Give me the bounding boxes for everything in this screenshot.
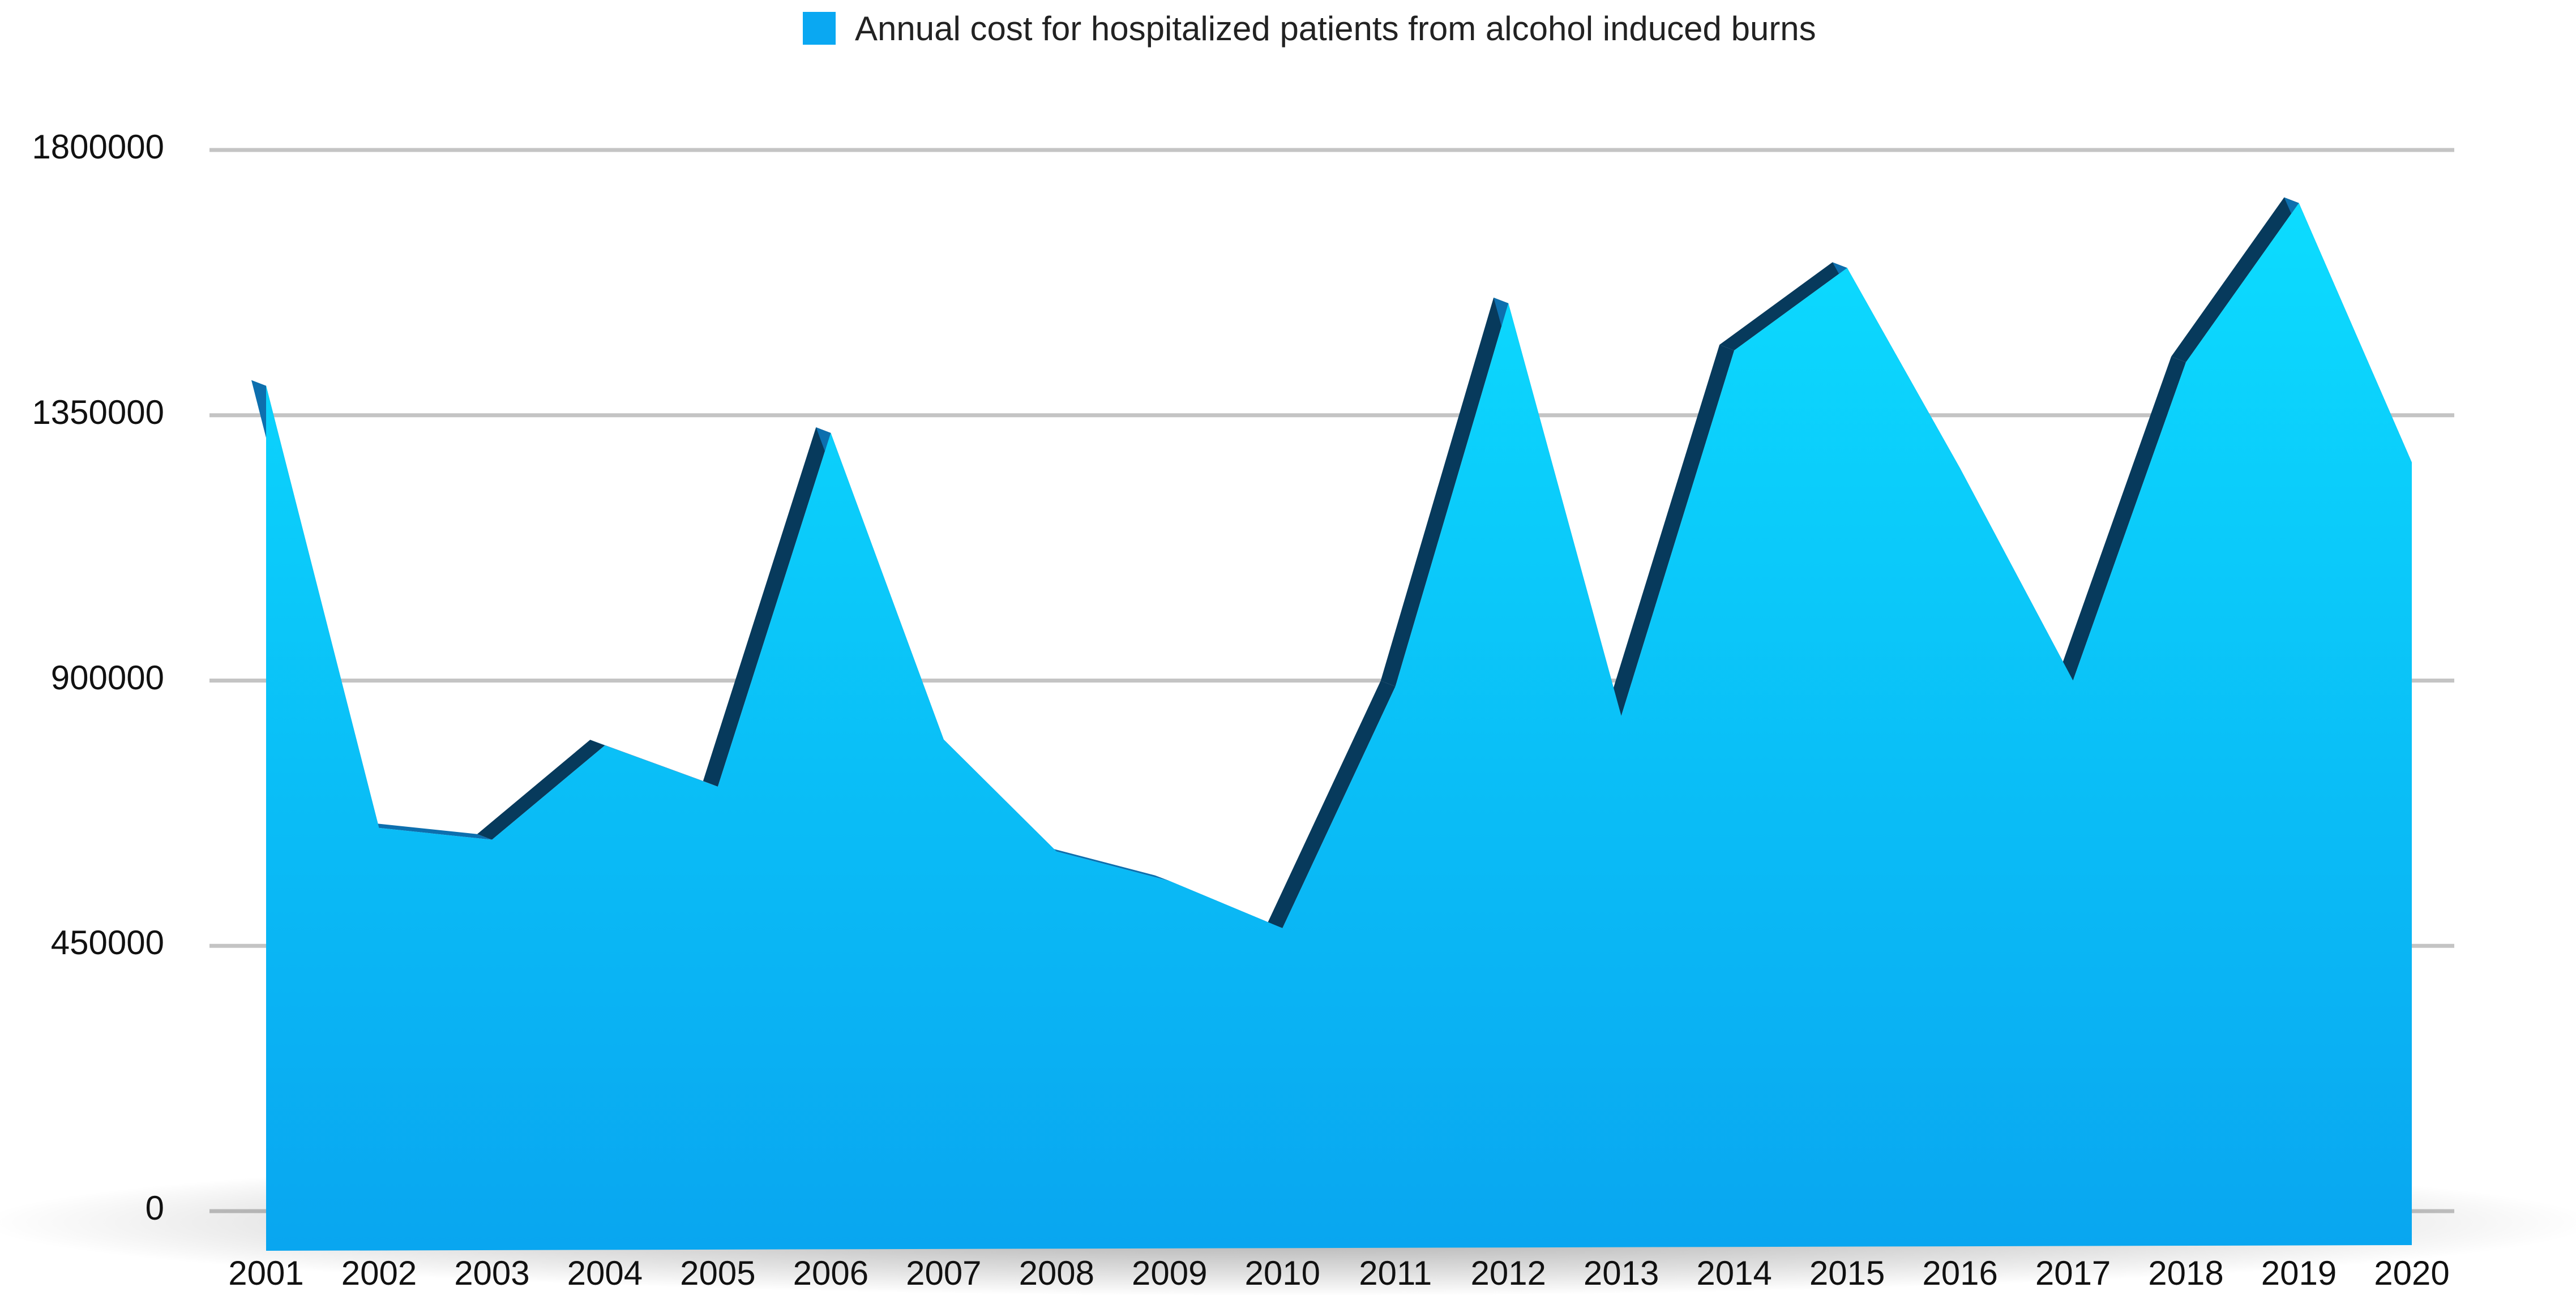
y-tick-label: 0 — [145, 1189, 164, 1227]
x-tick-label: 2010 — [1244, 1254, 1320, 1292]
data-point — [1168, 879, 1171, 883]
x-tick-label: 2008 — [1019, 1254, 1095, 1292]
series-area — [266, 203, 2412, 1251]
edge-shadow-segment — [1042, 846, 1170, 881]
data-point — [1732, 349, 1736, 352]
edge-shadow-segment — [2058, 357, 2186, 681]
data-point — [1394, 685, 1397, 688]
x-tick-label: 2012 — [1470, 1254, 1546, 1292]
data-point — [377, 826, 380, 830]
edge-shadow-segment — [1606, 345, 1735, 716]
edge-shadow-segment — [1268, 680, 1396, 928]
x-tick-label: 2014 — [1696, 1254, 1772, 1292]
x-tick-label: 2009 — [1132, 1254, 1208, 1292]
data-point — [716, 785, 720, 788]
area-fill — [266, 203, 2412, 1251]
data-point — [2297, 201, 2301, 205]
x-tick-label: 2016 — [1922, 1254, 1998, 1292]
y-tick-label: 900000 — [50, 658, 164, 697]
x-tick-label: 2020 — [2374, 1254, 2450, 1292]
data-point — [1507, 302, 1510, 305]
y-tick-label: 1350000 — [32, 393, 164, 431]
edge-shadow-segment — [2171, 197, 2299, 362]
data-point — [1055, 850, 1058, 853]
x-tick-label: 2013 — [1583, 1254, 1659, 1292]
x-tick-label: 2017 — [2035, 1254, 2111, 1292]
legend: Annual cost for hospitalized patients fr… — [803, 6, 1816, 51]
data-point — [1958, 467, 1962, 470]
data-point — [490, 838, 494, 842]
edge-shadow-segment — [477, 740, 605, 840]
legend-label: Annual cost for hospitalized patients fr… — [855, 9, 1816, 48]
x-tick-label: 2018 — [2148, 1254, 2224, 1292]
edge-shadow-segment — [1719, 262, 1847, 351]
x-tick-label: 2001 — [228, 1254, 304, 1292]
edge-shadow-segment — [703, 427, 831, 787]
x-tick-label: 2011 — [1359, 1254, 1432, 1292]
x-tick-label: 2005 — [680, 1254, 756, 1292]
data-point — [2410, 461, 2414, 464]
y-tick-label: 450000 — [50, 924, 164, 962]
x-tick-label: 2006 — [793, 1254, 869, 1292]
edge-shadow-segment — [590, 740, 718, 787]
data-point — [1846, 266, 1849, 269]
data-point — [264, 384, 268, 388]
data-point — [2072, 679, 2075, 683]
data-point — [829, 431, 832, 435]
edge-shadow-segment — [1380, 297, 1509, 687]
y-tick-label: 1800000 — [32, 128, 164, 166]
data-point — [603, 744, 606, 747]
data-point — [1620, 714, 1623, 718]
x-tick-label: 2003 — [454, 1254, 530, 1292]
data-point — [2184, 361, 2188, 364]
x-tick-label: 2015 — [1809, 1254, 1885, 1292]
x-tick-label: 2007 — [906, 1254, 982, 1292]
x-tick-label: 2002 — [341, 1254, 417, 1292]
data-point — [1281, 926, 1284, 930]
x-tick-label: 2004 — [567, 1254, 643, 1292]
edge-shadow-segment — [364, 822, 492, 840]
data-point — [942, 738, 945, 741]
x-tick-label: 2019 — [2261, 1254, 2337, 1292]
legend-swatch — [803, 12, 836, 45]
